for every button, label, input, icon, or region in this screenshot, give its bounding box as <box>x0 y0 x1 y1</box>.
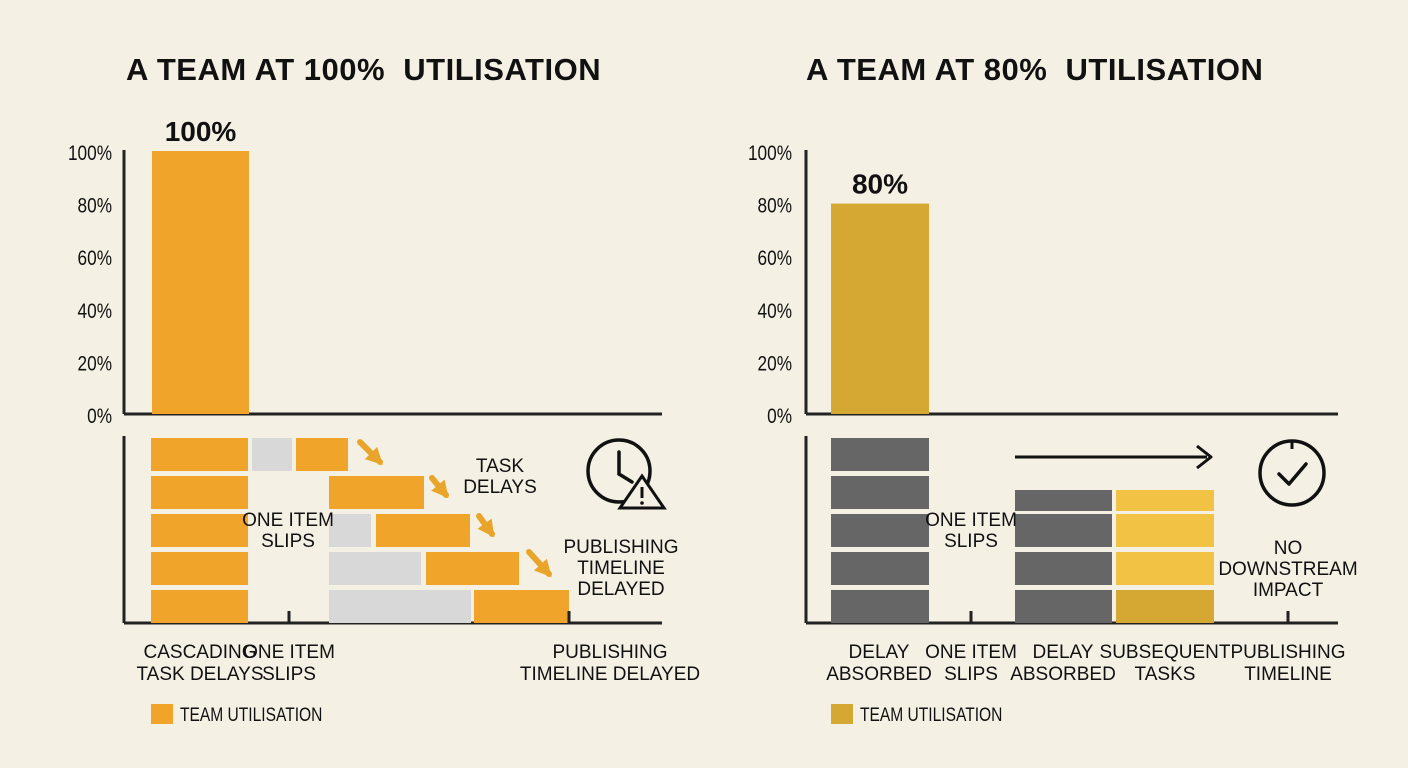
y-tick-label: 0% <box>87 406 112 429</box>
bar <box>152 151 249 414</box>
slipped-block <box>329 590 471 623</box>
y-tick-label: 0% <box>767 406 792 429</box>
timeline-arrow-head <box>1196 444 1213 470</box>
x-label-publishing-delayed-line-0: PUBLISHING <box>552 642 667 663</box>
x-label-one-item-slips-line-1: SLIPS <box>944 664 998 685</box>
work-block <box>151 476 248 509</box>
work-block <box>151 590 248 623</box>
clock-hand <box>617 472 634 484</box>
cascade-arrow-head <box>534 558 552 577</box>
y-tick-label: 20% <box>78 353 112 376</box>
delayed-block <box>426 552 519 585</box>
delayed-block <box>474 590 569 623</box>
y-tick-label: 40% <box>758 300 792 323</box>
absorbed-block <box>831 476 929 509</box>
bar-value-label: 100% <box>165 116 237 147</box>
subsequent-task-block <box>1116 490 1214 511</box>
slipped-block <box>252 438 292 471</box>
annotation-one-item-slips-line-1: SLIPS <box>261 531 315 552</box>
y-tick-label: 40% <box>78 300 112 323</box>
absorbed-block <box>831 514 929 547</box>
clock-warning-icon <box>586 438 667 510</box>
clock-face <box>586 438 652 504</box>
annotation-task-delays-line-1: DELAYS <box>463 477 537 498</box>
chart-title-80: A TEAM AT 80% UTILISATION <box>806 52 1264 87</box>
warning-dot <box>640 501 644 505</box>
x-label-delay-absorbed-line-0: DELAY <box>849 642 910 663</box>
x-label-one-item-slips-line-0: ONE ITEM <box>243 642 335 663</box>
slipped-block <box>329 552 421 585</box>
clock-check-icon <box>1258 439 1326 507</box>
x-label-delay-absorbed-line-0: DELAY <box>1033 642 1094 663</box>
y-tick-label: 20% <box>758 353 792 376</box>
cascade-arrow-head <box>364 446 383 465</box>
subsequent-task-block <box>1116 590 1214 623</box>
absorbed-block <box>831 552 929 585</box>
subsequent-task-block <box>1116 552 1214 585</box>
annotation-task-delays-line-0: TASK <box>476 456 525 477</box>
absorbed-block <box>1015 552 1112 585</box>
cascade-arrow-head <box>477 518 495 538</box>
bar-value-label: 80% <box>852 169 908 200</box>
y-tick-label: 60% <box>78 248 112 271</box>
annotation-no-downstream-impact-line-2: IMPACT <box>1253 580 1324 601</box>
x-label-publishing-timeline-line-1: TIMELINE <box>1244 664 1332 685</box>
absorbed-block <box>1015 590 1112 623</box>
bar <box>831 203 929 414</box>
x-label-publishing-delayed-line-1: TIMELINE DELAYED <box>520 664 700 685</box>
annotation-publishing-delayed-line-0: PUBLISHING <box>563 537 678 558</box>
y-tick-label: 100% <box>68 143 112 166</box>
clock-face <box>1258 439 1326 507</box>
absorbed-block <box>831 438 929 471</box>
x-label-subsequent-tasks-line-1: TASKS <box>1135 664 1196 685</box>
legend-swatch <box>831 704 853 724</box>
annotation-no-downstream-impact-line-0: NO <box>1274 538 1303 559</box>
delayed-block <box>329 476 424 509</box>
absorbed-block <box>831 590 929 623</box>
annotation-one-item-slips-line-1: SLIPS <box>944 531 998 552</box>
slipped-block <box>329 514 371 547</box>
annotation-no-downstream-impact-line-1: DOWNSTREAM <box>1218 559 1357 580</box>
x-label-one-item-slips-line-1: SLIPS <box>262 664 316 685</box>
annotation-one-item-slips-line-0: ONE ITEM <box>242 510 334 531</box>
legend-swatch <box>151 704 173 724</box>
x-label-cascading-line-1: TASK DELAYS <box>136 664 263 685</box>
work-block <box>151 514 248 547</box>
annotation-publishing-delayed-line-2: DELAYED <box>577 579 664 600</box>
delayed-block <box>376 514 470 547</box>
y-tick-label: 80% <box>758 195 792 218</box>
work-block <box>296 438 348 471</box>
work-block <box>151 552 248 585</box>
x-label-delay-absorbed-line-1: ABSORBED <box>1010 664 1116 685</box>
x-label-delay-absorbed-line-1: ABSORBED <box>826 664 932 685</box>
x-label-one-item-slips-line-0: ONE ITEM <box>925 642 1017 663</box>
chart-title-100: A TEAM AT 100% UTILISATION <box>126 52 602 87</box>
y-tick-label: 100% <box>748 143 792 166</box>
y-tick-label: 80% <box>78 195 112 218</box>
work-block <box>151 438 248 471</box>
cascade-arrow-head <box>431 479 449 499</box>
absorbed-block <box>1015 514 1112 547</box>
legend-label: TEAM UTILISATION <box>180 704 322 726</box>
subsequent-task-block <box>1116 514 1214 547</box>
y-tick-label: 60% <box>758 248 792 271</box>
annotation-one-item-slips-line-0: ONE ITEM <box>925 510 1017 531</box>
x-label-subsequent-tasks-line-0: SUBSEQUENT <box>1100 642 1231 663</box>
check-mark <box>1277 462 1308 486</box>
legend-label: TEAM UTILISATION <box>860 704 1002 726</box>
annotation-publishing-delayed-line-1: TIMELINE <box>577 558 665 579</box>
x-label-cascading-line-0: CASCADING <box>144 642 257 663</box>
absorbed-block <box>1015 490 1112 511</box>
x-label-publishing-timeline-line-0: PUBLISHING <box>1230 642 1345 663</box>
